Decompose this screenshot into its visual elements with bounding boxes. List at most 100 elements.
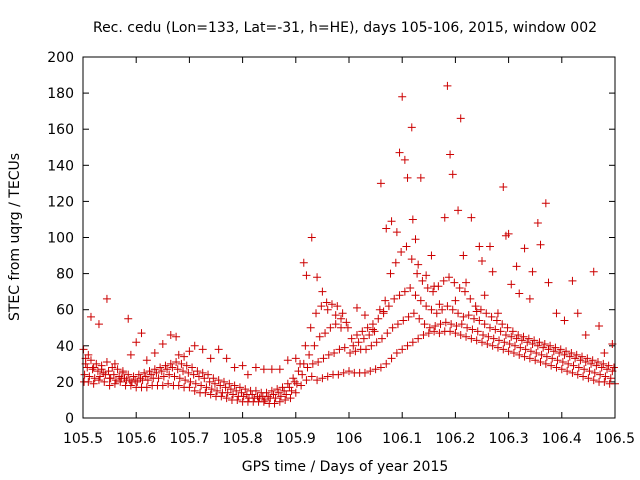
data-point (423, 284, 432, 293)
data-point (96, 372, 105, 381)
data-point (331, 320, 340, 329)
data-point (403, 173, 412, 182)
data-point (505, 339, 514, 348)
data-point (445, 273, 454, 282)
data-point (118, 368, 127, 377)
data-point (179, 367, 188, 376)
data-point (150, 365, 159, 374)
data-point (552, 363, 561, 372)
data-point (170, 372, 179, 381)
data-point (335, 345, 344, 354)
data-point (214, 376, 223, 385)
data-point (342, 318, 351, 327)
data-point (376, 179, 385, 188)
data-point (337, 314, 346, 323)
data-point (512, 262, 521, 271)
data-point (601, 372, 610, 381)
data-point (243, 370, 252, 379)
data-point (509, 349, 518, 358)
data-point (590, 368, 599, 377)
data-point (446, 327, 455, 336)
data-point (462, 278, 471, 287)
data-point (150, 349, 159, 358)
data-point (210, 379, 219, 388)
data-point (533, 341, 542, 350)
data-point (251, 386, 260, 395)
data-point (172, 332, 181, 341)
data-point (285, 383, 294, 392)
data-point (491, 325, 500, 334)
data-point (400, 155, 409, 164)
data-point (323, 305, 332, 314)
data-point (422, 271, 431, 280)
data-point (313, 273, 322, 282)
data-point (425, 323, 434, 332)
x-tick-label: 105.9 (276, 431, 316, 447)
data-point (526, 347, 535, 356)
data-point (347, 334, 356, 343)
data-point (544, 345, 553, 354)
data-point (492, 316, 501, 325)
data-point (508, 327, 517, 336)
y-tick-label: 20 (56, 375, 74, 391)
data-point (314, 358, 323, 367)
data-point (530, 336, 539, 345)
x-tick-label: 106.3 (489, 431, 529, 447)
data-point (515, 350, 524, 359)
data-point (383, 329, 392, 338)
data-point (438, 305, 447, 314)
data-point (126, 350, 135, 359)
data-point (393, 320, 402, 329)
data-point (572, 350, 581, 359)
data-point (514, 330, 523, 339)
data-point (555, 349, 564, 358)
data-point (446, 150, 455, 159)
data-point (294, 367, 303, 376)
data-point (102, 294, 111, 303)
data-point (434, 282, 443, 291)
data-point (488, 341, 497, 350)
data-point (174, 381, 183, 390)
data-point (142, 356, 151, 365)
data-point (143, 376, 152, 385)
data-point (312, 309, 321, 318)
data-point (313, 376, 322, 385)
data-point (318, 374, 327, 383)
data-point (104, 367, 113, 376)
data-point (307, 372, 316, 381)
data-point (172, 358, 181, 367)
data-point (307, 233, 316, 242)
data-point (431, 321, 440, 330)
data-point (198, 368, 207, 377)
data-point (124, 314, 133, 323)
x-tick-label: 106.2 (435, 431, 475, 447)
data-point (94, 376, 103, 385)
data-point (528, 267, 537, 276)
data-point (488, 267, 497, 276)
data-point (308, 359, 317, 368)
data-point (381, 296, 390, 305)
data-point (255, 394, 264, 403)
data-point (576, 356, 585, 365)
data-point (363, 323, 372, 332)
data-point (291, 354, 300, 363)
data-point (483, 339, 492, 348)
data-point (387, 354, 396, 363)
data-point (321, 329, 330, 338)
data-point (553, 356, 562, 365)
y-axis-label: STEC from uqrg / TECUs (7, 153, 23, 321)
data-point (238, 361, 247, 370)
data-point (455, 284, 464, 293)
data-point (398, 345, 407, 354)
data-point (113, 365, 122, 374)
data-point (541, 199, 550, 208)
data-point (580, 365, 589, 374)
data-point (223, 388, 232, 397)
data-point (375, 305, 384, 314)
data-point (233, 395, 242, 404)
data-point (579, 372, 588, 381)
data-point (141, 372, 150, 381)
data-point (189, 370, 198, 379)
data-point (395, 148, 404, 157)
data-point (235, 383, 244, 392)
